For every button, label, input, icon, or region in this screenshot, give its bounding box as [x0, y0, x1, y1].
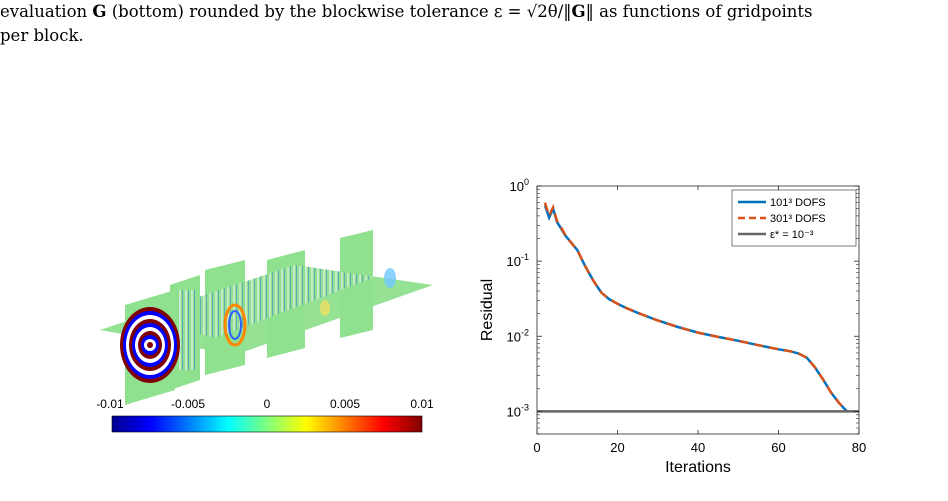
- slice-plot: -0.01 -0.005 0 0.005 0.01: [96, 230, 434, 433]
- caption-text: evaluation: [0, 2, 88, 21]
- blob-mark-1: [384, 268, 396, 288]
- y-tick-label: 10-2: [507, 327, 529, 344]
- y-tick-exponent: -1: [521, 252, 529, 262]
- y-tick-label: 100: [510, 177, 529, 194]
- caption-symbol: G: [92, 2, 107, 21]
- x-axis-label: Iterations: [665, 459, 731, 476]
- caption-line-2: per block.: [0, 26, 84, 45]
- y-tick-label: 10-1: [507, 252, 529, 269]
- x-tick-label: 0: [533, 440, 540, 455]
- y-tick-exponent: -3: [521, 402, 529, 412]
- y-tick-exponent: 0: [524, 177, 529, 187]
- colorbar-tick-label: -0.005: [171, 397, 205, 411]
- x-tick-label: 40: [691, 440, 705, 455]
- y-tick-exponent: -2: [521, 327, 529, 337]
- ring-pattern-secondary: [223, 303, 247, 347]
- colorbar-tick-label: 0: [264, 397, 271, 411]
- colorbar-tick-label: 0.005: [330, 397, 360, 411]
- residual-chart-svg: 0 20 40 60 80 100 10-1 10-2 10-3 Iterations Resi…: [479, 177, 866, 476]
- blob-mark-2: [320, 300, 330, 316]
- residual-chart: 0 20 40 60 80 100 10-1 10-2 10-3 Iterations Resi…: [470, 170, 890, 480]
- caption-text-suffix: ‖ as functions of gridpoints: [585, 2, 813, 21]
- caption-symbol-2: G: [571, 2, 586, 21]
- x-tick-label: 20: [610, 440, 624, 455]
- colorbar-tick-label: 0.01: [410, 397, 434, 411]
- y-axis-label: Residual: [479, 279, 496, 341]
- x-tick-label: 60: [771, 440, 785, 455]
- series-line: [543, 202, 848, 413]
- caption-text-mid: (bottom) rounded by the blockwise tolera…: [111, 2, 572, 21]
- colorbar: [111, 415, 423, 433]
- figure-caption: evaluation G (bottom) rounded by the blo…: [0, 0, 948, 48]
- legend-label: ε* = 10⁻³: [770, 229, 814, 241]
- caption-line-1: evaluation G (bottom) rounded by the blo…: [0, 0, 948, 24]
- y-tick-label: 10-3: [507, 402, 529, 419]
- legend-label: 301³ DOFS: [770, 213, 826, 225]
- legend-label: 101³ DOFS: [770, 197, 826, 209]
- colorbar-tick-label: -0.01: [96, 397, 124, 411]
- x-tick-label: 80: [852, 440, 866, 455]
- slice-visualization: -0.01 -0.005 0 0.005 0.01: [95, 230, 440, 440]
- ring-pattern: [120, 307, 180, 383]
- slice-plane-2-stripes: [177, 290, 195, 370]
